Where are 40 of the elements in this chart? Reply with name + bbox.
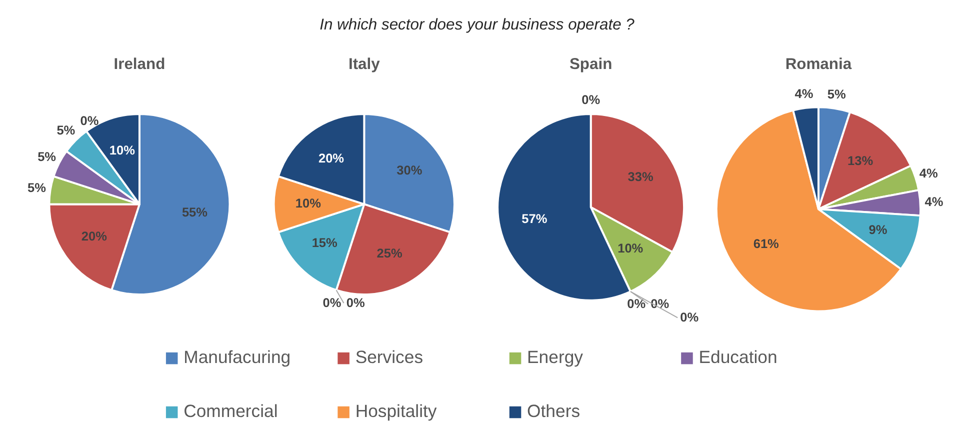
text: 0% [346,295,365,310]
data-label: 10% [295,196,321,211]
data-label: 4% [919,165,938,180]
data-label: 5% [56,122,76,138]
chart-title: Ireland [114,56,166,73]
data-label: 33% [628,169,654,184]
text: 0% [322,295,342,310]
data-label: 5% [827,86,846,102]
data-label: 25% [376,245,402,260]
legend-label: Manufacuring [184,347,291,368]
chart-title: Romania [785,56,852,73]
text: 0% [680,310,699,325]
chart-title: Italy [348,56,380,73]
text: 0% [582,92,600,108]
text: In which sector does your business operate ? [320,16,635,34]
data-label: 10% [109,142,135,158]
legend-label: Energy [527,347,584,368]
data-label: 57% [522,211,548,226]
data-label: 4% [924,194,944,209]
legend-label: Commercial [184,401,278,422]
data-label: 15% [312,235,338,250]
data-label: 4% [794,86,814,102]
legend-label: Education [698,347,778,368]
data-label: 5% [28,180,46,195]
legend-label: Others [527,401,580,422]
data-label: 61% [753,236,779,252]
legend-label: Hospitality [355,401,437,422]
data-label: 5% [38,148,56,164]
text: 0% [80,112,99,128]
legend-label: Services [355,347,424,368]
data-label: 20% [81,228,107,244]
data-label: 55% [182,204,208,220]
chart-title: Spain [569,56,612,73]
text: 0% [627,296,646,311]
data-label: 9% [868,222,888,237]
text: 0% [650,296,670,311]
data-label: 13% [848,153,874,168]
data-label: 30% [396,162,422,178]
data-label: 20% [318,150,344,166]
data-label: 10% [618,240,644,256]
